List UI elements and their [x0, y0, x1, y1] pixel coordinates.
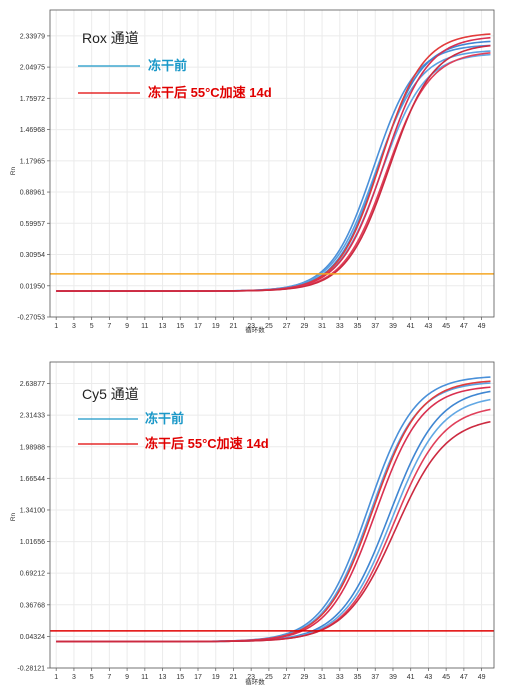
- x-tick-label: 9: [125, 674, 129, 681]
- x-tick-label: 5: [90, 674, 94, 681]
- x-tick-label: 21: [230, 674, 238, 681]
- x-tick-label: 11: [141, 323, 148, 330]
- legend-label-before: 冻干前: [148, 58, 187, 73]
- x-tick-label: 31: [318, 323, 326, 330]
- cy5-chart: 2.63877 2.31433 1.98988 1.66544 1.34100 1.016…: [10, 361, 495, 686]
- x-tick-label: 39: [389, 674, 397, 681]
- y-axis-label: Rn: [10, 166, 17, 175]
- x-tick-label: 17: [194, 323, 202, 330]
- x-tick-label: 27: [283, 323, 291, 330]
- rox-chart: 2.33979 2.04975 1.75972 1.46968 1.17965 0.889…: [10, 9, 495, 334]
- y-tick-label: 2.33979: [20, 33, 45, 40]
- y-tick-label: 0.88961: [20, 190, 45, 197]
- x-tick-label: 35: [354, 323, 362, 330]
- x-tick-label: 19: [212, 674, 220, 681]
- x-tick-label: 33: [336, 323, 344, 330]
- x-tick-label: 49: [478, 323, 486, 330]
- x-tick-label: 23: [247, 323, 255, 330]
- cy5-chart-panel: 2.63877 2.31433 1.98988 1.66544 1.34100 1.016…: [0, 346, 505, 692]
- amplification-curve-1: [56, 376, 491, 643]
- y-tick-label: 2.04975: [20, 65, 45, 72]
- x-tick-label: 35: [354, 674, 362, 681]
- x-tick-label: 3: [72, 674, 76, 681]
- y-tick-label: 1.46968: [20, 127, 45, 134]
- y-tick-label: 1.17965: [20, 158, 45, 165]
- amplification-curve-6: [56, 36, 491, 292]
- y-tick-label: 0.30954: [20, 252, 45, 259]
- y-tick-label: 0.36768: [20, 602, 45, 609]
- x-tick-label: 41: [407, 674, 415, 681]
- amplification-curve-8: [56, 44, 491, 292]
- x-axis-label: 循环数: [245, 677, 265, 686]
- y-tick-label: 1.01656: [20, 539, 45, 546]
- x-tick-label: 39: [389, 323, 397, 330]
- y-tick-label: 0.01950: [20, 283, 45, 290]
- amplification-curve-3: [56, 40, 491, 292]
- amplification-curve-7: [56, 52, 491, 292]
- x-tick-label: 41: [407, 323, 415, 330]
- y-tick-label: -0.27053: [17, 315, 45, 322]
- amplification-curve-6: [56, 386, 491, 643]
- x-tick-label: 1: [54, 674, 58, 681]
- plot-frame: [49, 361, 495, 669]
- plot-frame: [49, 9, 495, 318]
- amplification-curve-2: [56, 50, 491, 292]
- legend-label-after: 冻干后 55°C加速 14d: [145, 436, 269, 451]
- x-tick-label: 9: [125, 323, 129, 330]
- x-tick-label: 13: [159, 323, 167, 330]
- y-tick-label: 1.34100: [20, 507, 45, 514]
- x-tick-label: 25: [265, 674, 273, 681]
- x-tick-label: 43: [425, 323, 433, 330]
- x-tick-label: 3: [72, 323, 76, 330]
- x-tick-label: 43: [425, 674, 433, 681]
- legend-label-before: 冻干前: [145, 411, 184, 426]
- amplification-curve-8: [56, 420, 491, 643]
- y-tick-label: 1.75972: [20, 96, 45, 103]
- amplification-curve-4: [56, 53, 491, 292]
- x-tick-label: 21: [230, 323, 238, 330]
- y-tick-label: 1.66544: [20, 476, 45, 483]
- x-tick-label: 19: [212, 323, 220, 330]
- x-tick-label: 7: [107, 674, 111, 681]
- y-tick-label: 0.69212: [20, 571, 45, 578]
- channel-title: Rox 通道: [82, 30, 139, 46]
- x-tick-label: 27: [283, 674, 291, 681]
- x-tick-label: 47: [460, 674, 468, 681]
- x-tick-label: 33: [336, 674, 344, 681]
- y-tick-label: 0.04324: [20, 634, 45, 641]
- y-tick-label: 0.59957: [20, 221, 45, 228]
- channel-title: Cy5 通道: [82, 386, 139, 402]
- x-tick-label: 31: [318, 674, 326, 681]
- x-tick-label: 15: [176, 323, 184, 330]
- x-tick-label: 13: [159, 674, 167, 681]
- x-tick-label: 25: [265, 323, 273, 330]
- x-tick-label: 29: [300, 674, 308, 681]
- y-tick-label: 2.31433: [20, 413, 45, 420]
- x-tick-label: 7: [107, 323, 111, 330]
- x-axis-label: 循环数: [245, 325, 265, 334]
- amplification-curve-5: [56, 380, 491, 643]
- x-tick-label: 49: [478, 674, 486, 681]
- x-tick-label: 37: [371, 674, 379, 681]
- x-tick-label: 45: [442, 674, 450, 681]
- x-tick-label: 45: [442, 323, 450, 330]
- x-tick-label: 47: [460, 323, 468, 330]
- x-tick-label: 23: [247, 674, 255, 681]
- x-tick-label: 5: [90, 323, 94, 330]
- amplification-curve-2: [56, 382, 491, 643]
- y-axis-label: Rn: [10, 512, 17, 521]
- x-tick-label: 11: [141, 674, 148, 681]
- x-tick-label: 17: [194, 674, 202, 681]
- y-tick-label: -0.28121: [17, 666, 45, 673]
- legend-label-after: 冻干后 55°C加速 14d: [148, 85, 272, 100]
- x-tick-label: 29: [300, 323, 308, 330]
- y-tick-label: 1.98988: [20, 444, 45, 451]
- x-tick-label: 1: [54, 323, 58, 330]
- x-tick-label: 15: [176, 674, 184, 681]
- x-tick-label: 37: [371, 323, 379, 330]
- rox-chart-panel: 2.33979 2.04975 1.75972 1.46968 1.17965 0.889…: [10, 9, 495, 334]
- amplification-curve-3: [56, 390, 491, 643]
- y-tick-label: 2.63877: [20, 381, 45, 388]
